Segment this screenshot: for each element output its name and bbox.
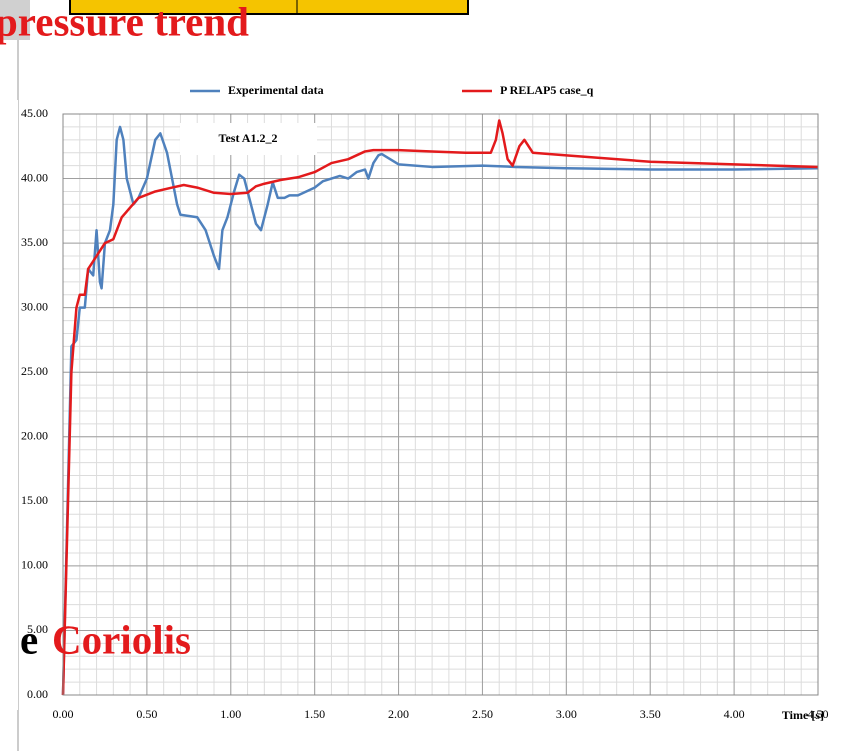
caption-prefix: e [20,616,38,662]
y-tick-label: 5.00 [27,622,48,636]
x-tick-label: 1.50 [304,707,325,721]
corner-decoration [0,0,30,40]
lines [61,119,819,696]
x-tick-label: 2.50 [472,707,493,721]
y-tick-label: 25.00 [21,364,48,378]
y-tick-label: 30.00 [21,299,48,313]
annotation: Test A1.2_2 [219,131,278,145]
legend-label: Experimental data [228,83,324,97]
x-tick-label: 0.00 [53,707,74,721]
x-axis-label: Time [s] [782,708,824,722]
ticks: 0.00 0.50 1.00 1.50 2.00 2.50 3.00 3.50 4.00 4.50… [21,106,829,721]
x-tick-label: 0.50 [136,707,157,721]
annotation-box [180,123,317,155]
left-mask [0,100,18,710]
series-line [61,125,819,696]
series-line [61,119,819,696]
y-tick-label: 35.00 [21,235,48,249]
x-tick-label: 3.00 [556,707,577,721]
y-tick-label: 10.00 [21,558,48,572]
y-tick-label: 45.00 [21,106,48,120]
x-tick-label: 4.00 [724,707,745,721]
plot-frame [62,113,819,696]
x-tick-label: 4.50 [808,707,829,721]
y-tick-label: 15.00 [21,493,48,507]
y-tick-label: 40.00 [21,170,48,184]
y-tick-label: 0.00 [27,687,48,701]
title: pressure trend [0,0,249,44]
y-tick-label: 20.00 [21,429,48,443]
legend-label: P RELAP5 case_q [500,83,594,97]
x-tick-label: 3.50 [640,707,661,721]
x-tick-label: 2.00 [388,707,409,721]
x-tick-label: 1.00 [220,707,241,721]
caption: Coriolis [52,616,191,662]
legend: Experimental data P RELAP5 case_q [190,83,594,97]
header-bar [69,0,469,15]
